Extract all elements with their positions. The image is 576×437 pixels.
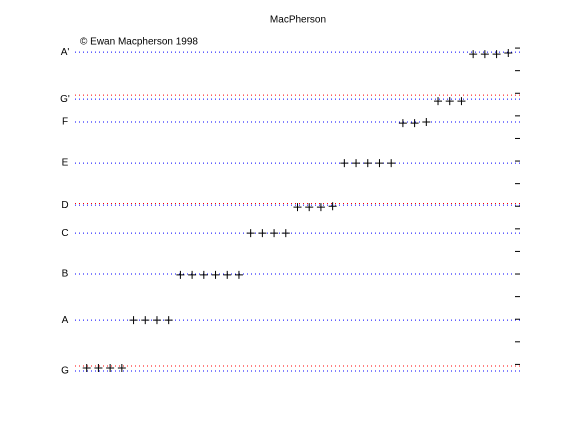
marker bbox=[504, 49, 513, 58]
marker bbox=[176, 270, 185, 279]
marker bbox=[199, 270, 208, 279]
marker bbox=[129, 316, 138, 325]
marker bbox=[457, 97, 466, 106]
marker bbox=[234, 270, 243, 279]
marker bbox=[152, 316, 161, 325]
marker bbox=[492, 50, 501, 59]
y-tick-label: B bbox=[62, 269, 69, 280]
marker bbox=[422, 117, 431, 126]
marker bbox=[270, 229, 279, 238]
marker bbox=[316, 203, 325, 212]
marker bbox=[375, 159, 384, 168]
marker bbox=[340, 159, 349, 168]
y-tick-label: E bbox=[62, 158, 69, 169]
marker bbox=[305, 203, 314, 212]
marker bbox=[469, 50, 478, 59]
marker bbox=[211, 270, 220, 279]
marker bbox=[117, 364, 126, 373]
marker bbox=[258, 229, 267, 238]
annotation: © Ewan Macpherson 1998 bbox=[80, 37, 198, 48]
marker bbox=[106, 364, 115, 373]
marker bbox=[94, 364, 103, 373]
marker bbox=[387, 159, 396, 168]
marker bbox=[188, 270, 197, 279]
marker bbox=[164, 316, 173, 325]
marker bbox=[480, 50, 489, 59]
y-tick-label: G' bbox=[60, 94, 70, 105]
marker bbox=[352, 159, 361, 168]
marker bbox=[141, 316, 150, 325]
y-tick-label: A' bbox=[61, 47, 70, 58]
marker bbox=[445, 97, 454, 106]
chart-title: MacPherson bbox=[270, 15, 326, 26]
y-tick-label: G bbox=[61, 366, 69, 377]
marker bbox=[398, 119, 407, 128]
marker bbox=[281, 229, 290, 238]
marker bbox=[410, 119, 419, 128]
y-tick-label: F bbox=[62, 117, 68, 128]
marker bbox=[82, 364, 91, 373]
marker bbox=[363, 159, 372, 168]
y-tick-label: A bbox=[62, 315, 69, 326]
marker bbox=[246, 229, 255, 238]
marker bbox=[223, 270, 232, 279]
marker bbox=[434, 97, 443, 106]
y-tick-label: D bbox=[61, 200, 68, 211]
y-tick-label: C bbox=[61, 228, 68, 239]
marker bbox=[328, 202, 337, 211]
marker bbox=[293, 203, 302, 212]
